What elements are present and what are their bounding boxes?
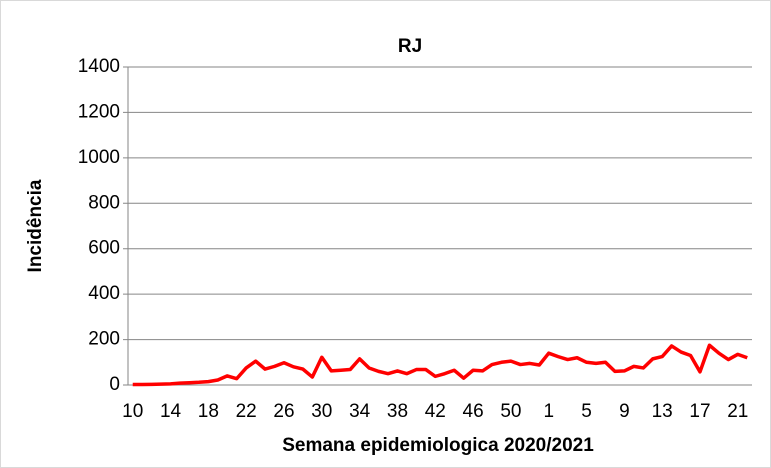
- x-tick-label: 17: [689, 401, 710, 422]
- x-tick-label: 9: [619, 401, 630, 422]
- x-tick-label: 14: [160, 401, 182, 422]
- y-tick-label: 1200: [78, 101, 120, 122]
- y-tick-label: 1000: [78, 147, 120, 168]
- x-tick-label: 42: [425, 401, 446, 422]
- y-tick-label: 200: [88, 329, 120, 350]
- x-tick-label: 5: [581, 401, 592, 422]
- y-tick-label: 1400: [78, 56, 120, 77]
- data-line: [132, 343, 748, 387]
- chart-title: RJ: [398, 36, 422, 57]
- x-tick-label: 10: [122, 401, 143, 422]
- x-tick-label: 50: [500, 401, 521, 422]
- y-tick-label: 400: [88, 283, 120, 304]
- x-tick-label: 13: [652, 401, 673, 422]
- x-tick-label: 30: [311, 401, 332, 422]
- x-tick-label: 46: [463, 401, 484, 422]
- x-tick-label: 1: [543, 401, 554, 422]
- x-tick-label: 18: [198, 401, 219, 422]
- x-tick-label: 21: [727, 401, 748, 422]
- y-tick-label: 600: [88, 238, 120, 259]
- y-tick-label: 800: [88, 192, 120, 213]
- x-tick-label: 26: [273, 401, 294, 422]
- y-tick-label: 0: [109, 374, 120, 395]
- x-tick-label: 38: [387, 401, 408, 422]
- x-tick-label: 34: [349, 401, 371, 422]
- y-axis-title: Incidência: [25, 179, 46, 272]
- x-axis-title: Semana epidemiologica 2020/2021: [282, 435, 594, 456]
- x-tick-label: 22: [236, 401, 257, 422]
